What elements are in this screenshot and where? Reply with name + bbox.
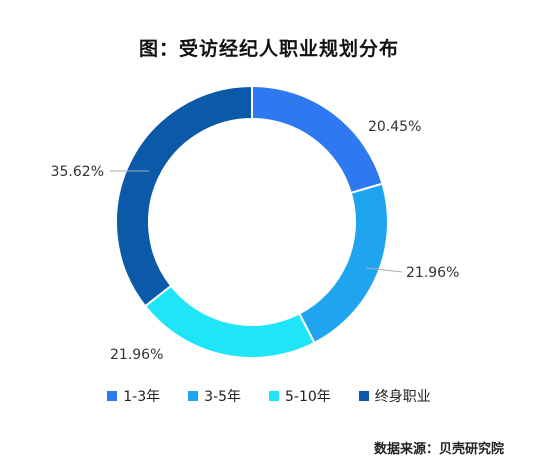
slice-percent-label: 21.96% bbox=[110, 347, 163, 363]
slice-percent-label: 35.62% bbox=[51, 164, 104, 180]
legend-item-lifetime: 终身职业 bbox=[358, 386, 431, 406]
legend-swatch bbox=[107, 391, 118, 401]
slice-percent-label: 21.96% bbox=[406, 265, 459, 281]
legend-item-1-3: 1-3年 bbox=[107, 386, 160, 406]
legend-swatch bbox=[188, 391, 199, 401]
legend-label: 5-10年 bbox=[284, 389, 331, 405]
legend-label: 3-5年 bbox=[204, 389, 241, 405]
chart-legend: 1-3年 3-5年 5-10年 终身职业 bbox=[0, 386, 538, 406]
donut-slice-3 bbox=[143, 284, 316, 359]
legend-swatch bbox=[358, 391, 369, 401]
leader-line bbox=[365, 267, 403, 273]
donut-slice-2 bbox=[297, 182, 389, 345]
legend-item-5-10: 5-10年 bbox=[268, 386, 331, 406]
legend-item-3-5: 3-5年 bbox=[188, 386, 241, 406]
donut-slice-4 bbox=[115, 84, 253, 308]
slice-percent-label: 20.45% bbox=[368, 119, 421, 135]
legend-label: 终身职业 bbox=[374, 389, 431, 405]
donut-slice-1 bbox=[251, 84, 384, 195]
chart-title: 图：受访经纪人职业规划分布 bbox=[138, 38, 399, 60]
legend-swatch bbox=[268, 391, 279, 401]
data-source-note: 数据来源：贝壳研究院 bbox=[373, 442, 504, 457]
legend-label: 1-3年 bbox=[123, 389, 161, 405]
